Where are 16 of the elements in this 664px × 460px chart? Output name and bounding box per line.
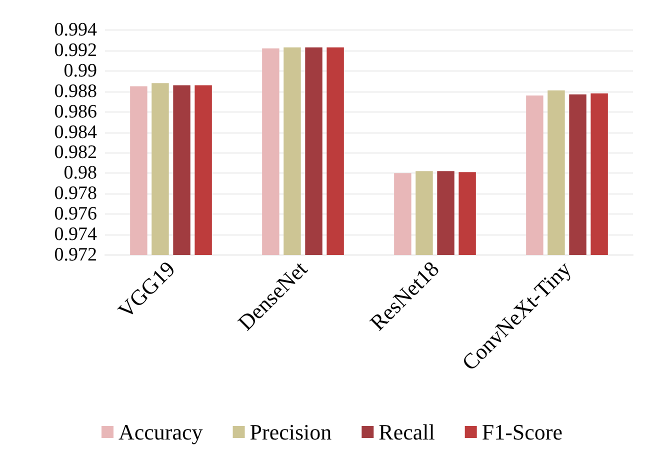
y-tick-label: 0.976: [54, 204, 97, 225]
y-tick-label: 0.98: [64, 162, 97, 184]
y-tick-label: 0.978: [54, 183, 97, 204]
y-tick-label: 0.992: [54, 40, 97, 61]
legend-label: Accuracy: [118, 420, 203, 444]
y-tick-label: 0.982: [54, 142, 97, 164]
y-tick-label: 0.974: [54, 224, 98, 246]
y-tick-label: 0.99: [64, 60, 97, 82]
legend-label: Precision: [250, 420, 332, 444]
y-tick-label: 0.972: [54, 244, 97, 266]
y-tick-label: 0.986: [54, 101, 97, 122]
y-tick-label: 0.984: [54, 122, 98, 143]
y-tick-label: 0.988: [54, 80, 97, 102]
legend-label: Recall: [378, 420, 435, 444]
y-tick-label: 0.994: [54, 20, 98, 40]
legend-label: F1-Score: [482, 420, 562, 444]
